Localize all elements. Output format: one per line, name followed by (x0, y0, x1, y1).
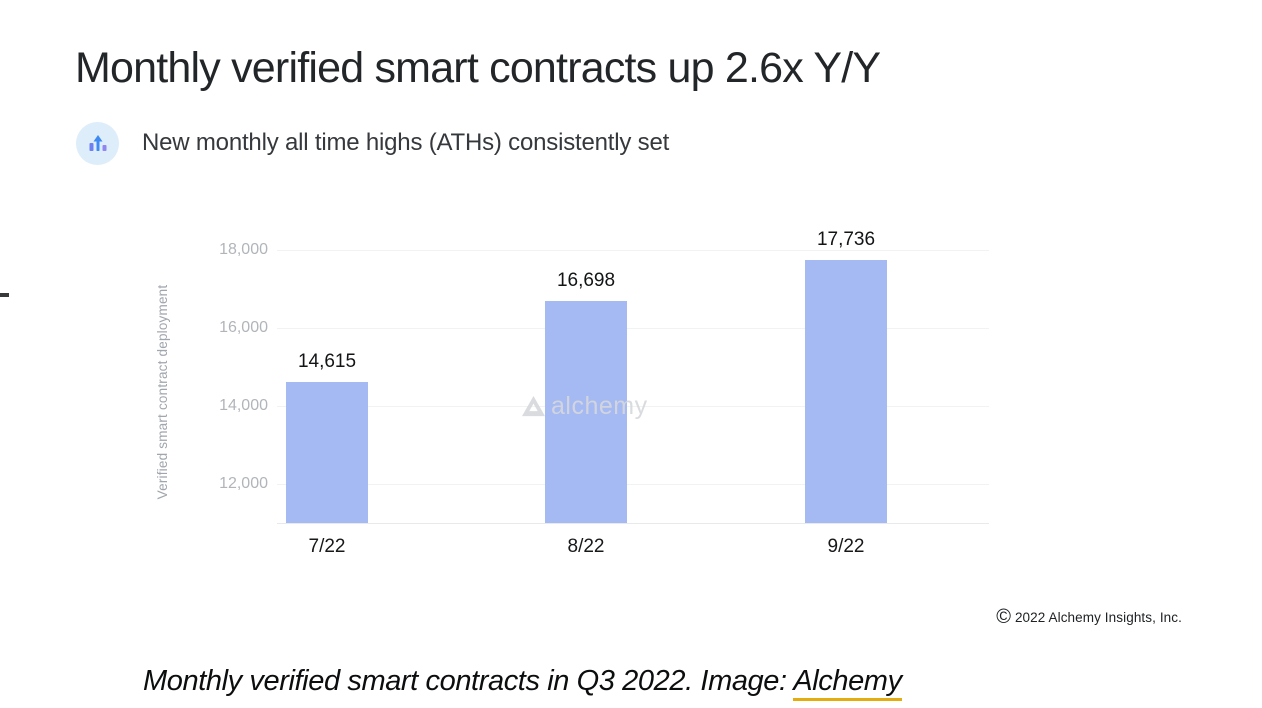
x-tick-label: 7/22 (308, 536, 346, 557)
copyright-text: 2022 Alchemy Insights, Inc. (1014, 609, 1182, 625)
bar-value-label: 17,736 (816, 229, 876, 251)
gridline (277, 328, 989, 329)
image-caption: Monthly verified smart contracts in Q3 2… (143, 665, 902, 701)
bar-value-label: 16,698 (556, 269, 616, 291)
ath-badge (76, 122, 119, 165)
gridline (277, 406, 989, 407)
y-tick-label: 18,000 (219, 241, 268, 258)
y-tick-label: 14,000 (219, 397, 268, 414)
gridline (277, 484, 989, 485)
x-tick-label: 9/22 (827, 536, 865, 557)
x-axis-line (277, 523, 989, 524)
gridline (277, 250, 989, 251)
y-tick-label: 12,000 (219, 475, 268, 492)
left-edge-dash (0, 293, 9, 297)
watermark-text: alchemy (551, 392, 648, 420)
copyright: © 2022 Alchemy Insights, Inc. (972, 607, 1182, 627)
bar-value-label: 14,615 (297, 351, 357, 372)
subtitle: New monthly all time highs (ATHs) consis… (142, 129, 670, 156)
y-tick-label: 16,000 (219, 319, 268, 336)
bar (805, 260, 887, 523)
alchemy-logo-icon (521, 395, 546, 418)
x-tick-label: 8/22 (567, 536, 605, 557)
caption-text: Monthly verified smart contracts in Q3 2… (143, 665, 794, 697)
copyright-icon: © (996, 606, 1011, 628)
bar-chart-up-arrow-icon (87, 133, 109, 155)
alchemy-watermark: alchemy (521, 392, 648, 421)
caption-source-link[interactable]: Alchemy (793, 665, 902, 701)
bar (545, 300, 627, 523)
bar (286, 382, 368, 523)
page-title: Monthly verified smart contracts up 2.6x… (75, 44, 881, 92)
